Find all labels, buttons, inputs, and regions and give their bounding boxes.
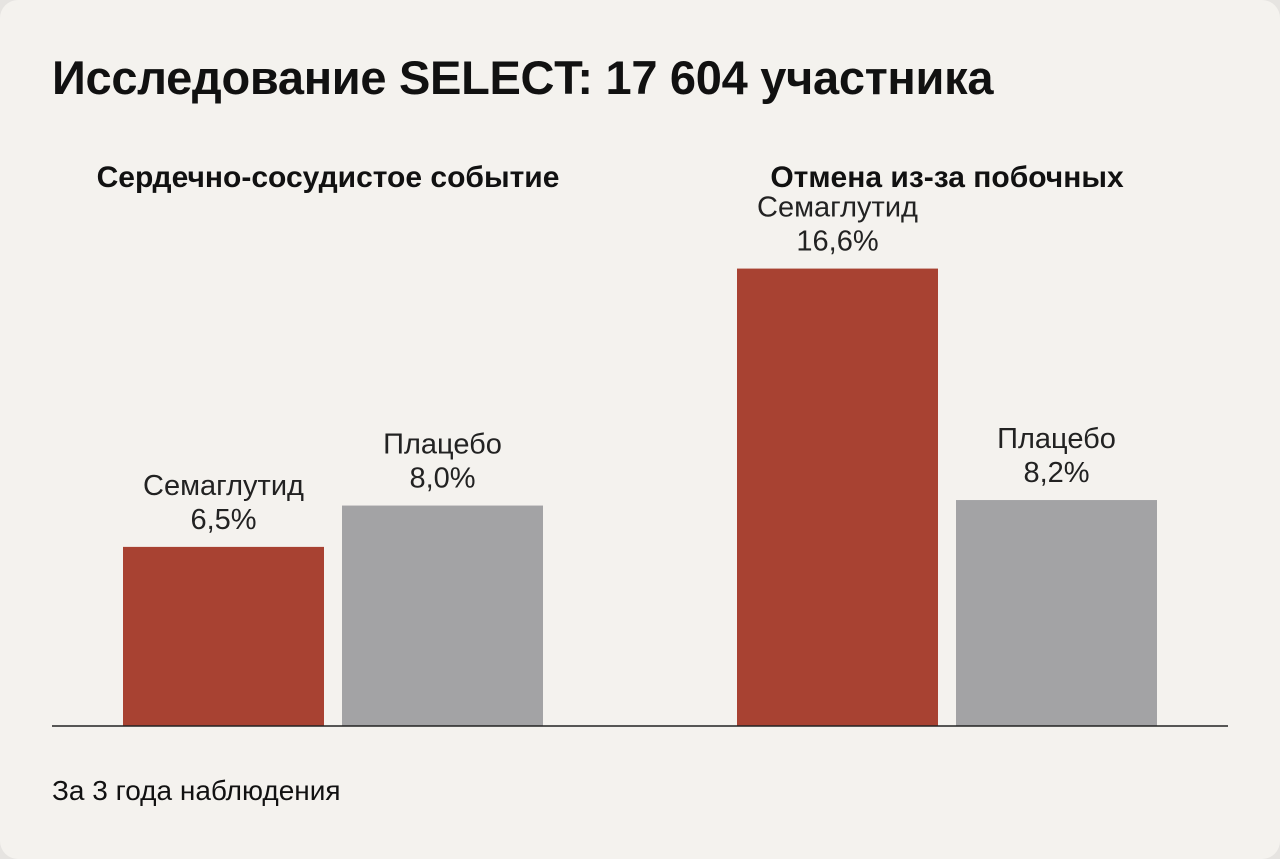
- bar-placebo-2: [956, 500, 1157, 726]
- bar-category-label-placebo-2: Плацебо: [997, 423, 1116, 455]
- bar-category-label-semaglutide-1: Семаглутид: [143, 470, 304, 502]
- bar-value-label-placebo-1: 8,0%: [409, 463, 475, 495]
- bar-placebo-1: [342, 505, 543, 726]
- bar-value-label-semaglutide-1: 6,5%: [190, 504, 256, 536]
- chart-1-title: Сердечно-сосудистое событие: [97, 161, 560, 194]
- bar-category-label-placebo-1: Плацебо: [383, 429, 502, 461]
- page-title: Исследование SELECT: 17 604 участника: [52, 51, 994, 104]
- bar-value-label-semaglutide-2: 16,6%: [796, 226, 878, 258]
- bar-value-label-placebo-2: 8,2%: [1023, 457, 1089, 489]
- footnote: За 3 года наблюдения: [52, 775, 341, 806]
- bar-semaglutide-2: [737, 268, 938, 726]
- bar-semaglutide-1: [123, 546, 324, 726]
- bar-category-label-semaglutide-2: Семаглутид: [757, 192, 918, 224]
- chart-2-title: Отмена из-за побочных: [770, 161, 1124, 194]
